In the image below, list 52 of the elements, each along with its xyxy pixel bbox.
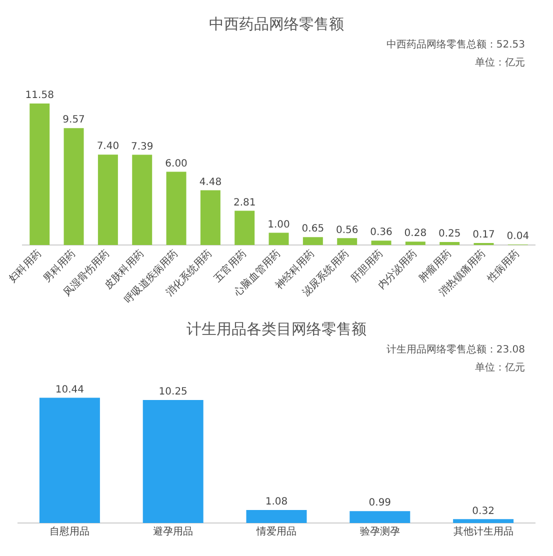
bar — [98, 154, 118, 246]
chart-title: 计生用品各类目网络零售额 — [186, 320, 366, 338]
data-label: 10.44 — [55, 384, 84, 396]
data-label: 0.56 — [336, 224, 358, 236]
bar — [405, 242, 426, 246]
x-tick-label: 验孕测孕 — [360, 526, 400, 538]
bar — [474, 242, 494, 246]
data-label: 0.32 — [472, 506, 494, 517]
data-label: 0.25 — [438, 228, 461, 240]
x-tick-label: 情爱用品 — [256, 526, 296, 538]
data-label: 1.00 — [268, 219, 290, 230]
bar — [246, 510, 307, 523]
bar — [337, 238, 358, 246]
data-label: 7.39 — [130, 141, 154, 152]
data-label: 0.04 — [506, 231, 530, 242]
data-label: 7.40 — [96, 141, 120, 152]
chart-title: 中西药品网络零售额 — [209, 14, 344, 33]
data-label: 4.48 — [199, 176, 222, 188]
bar — [132, 154, 152, 246]
data-label: 0.99 — [368, 498, 392, 509]
data-label: 0.28 — [404, 228, 427, 240]
bar — [142, 400, 204, 523]
bar — [371, 240, 392, 246]
text: 计生用品网络零售总额：23.08 — [386, 344, 525, 356]
text: 单位：亿元 — [475, 56, 525, 69]
text: 中西药品网络零售总额：52.53 — [386, 38, 525, 51]
bar — [268, 232, 289, 246]
data-label: 11.58 — [25, 90, 54, 102]
bar — [39, 398, 100, 523]
x-tick-label: 妇科用药 — [6, 248, 44, 284]
bar — [440, 242, 460, 246]
x-tick-label: 自慰用品 — [50, 526, 90, 538]
data-label: 10.25 — [158, 386, 188, 398]
data-label: 0.17 — [472, 230, 495, 241]
bar — [453, 519, 514, 523]
data-label: 2.81 — [233, 197, 256, 208]
bar — [166, 172, 186, 246]
x-tick-label: 性病用药 — [484, 248, 522, 286]
bar — [200, 190, 220, 246]
bar — [30, 104, 50, 246]
x-tick-label: 其他计生用品 — [453, 526, 514, 538]
text: 单位：亿元 — [475, 362, 525, 374]
data-label: 0.36 — [370, 227, 392, 238]
data-label: 0.65 — [302, 224, 324, 235]
bar — [234, 210, 255, 246]
data-label: 1.08 — [265, 496, 288, 508]
bar — [302, 237, 323, 246]
data-label: 9.57 — [62, 114, 85, 126]
bar — [350, 511, 410, 523]
bar — [64, 128, 84, 246]
data-label: 6.00 — [165, 158, 188, 170]
x-tick-label: 避孕用品 — [153, 526, 194, 538]
